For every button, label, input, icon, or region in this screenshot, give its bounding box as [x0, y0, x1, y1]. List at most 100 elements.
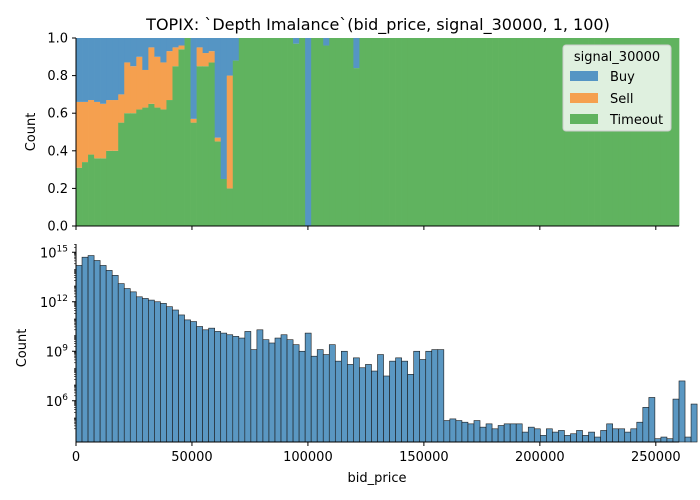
histogram-bar — [353, 357, 360, 443]
histogram-bar — [588, 431, 595, 443]
histogram-bar — [238, 337, 246, 443]
timeout-bar — [118, 122, 125, 226]
sell-bar — [160, 62, 167, 110]
buy-bar — [202, 38, 210, 54]
timeout-bar — [371, 38, 378, 226]
timeout-bar — [377, 38, 384, 226]
sell-bar — [94, 101, 101, 159]
timeout-bar — [317, 38, 324, 226]
timeout-bar — [455, 38, 463, 226]
timeout-bar — [636, 38, 644, 226]
timeout-bar — [630, 38, 638, 226]
timeout-bar — [395, 38, 402, 226]
timeout-bar — [425, 38, 433, 226]
buy-bar — [172, 38, 179, 48]
bottom-y-tick-label: 1012 — [40, 294, 68, 311]
timeout-bar — [534, 38, 541, 226]
histogram-bar — [678, 380, 686, 443]
histogram-bar — [558, 430, 565, 443]
top-y-tick-label: 0.8 — [47, 69, 68, 84]
timeout-bar — [88, 154, 95, 226]
sell-bar — [100, 103, 107, 159]
buy-bar — [232, 38, 240, 61]
timeout-bar — [232, 60, 240, 227]
histogram-bar — [280, 334, 288, 443]
buy-bar — [88, 38, 95, 101]
histogram-bar — [334, 360, 342, 443]
timeout-bar — [480, 38, 487, 226]
buy-bar — [226, 38, 234, 76]
top-y-tick-label: 1.0 — [47, 32, 68, 47]
sell-bar — [172, 47, 179, 67]
histogram-bar — [256, 329, 264, 443]
timeout-bar — [528, 38, 535, 226]
histogram-bar — [546, 428, 553, 443]
timeout-bar — [220, 179, 228, 226]
sell-bar — [112, 100, 119, 151]
buy-bar — [130, 38, 137, 67]
histogram-bar — [292, 344, 300, 443]
timeout-bar — [100, 158, 107, 226]
timeout-bar — [510, 38, 517, 226]
timeout-bar — [660, 38, 668, 226]
bottom-y-tick-label: 109 — [46, 343, 69, 360]
histogram-bars — [75, 255, 698, 443]
histogram-bar — [437, 349, 445, 443]
timeout-bar — [268, 38, 276, 226]
timeout-bar — [160, 109, 167, 226]
histogram-bar — [341, 350, 348, 443]
timeout-bar — [323, 45, 330, 226]
histogram-bar — [684, 436, 692, 443]
histogram-bar — [672, 398, 680, 443]
timeout-bar — [214, 141, 222, 226]
histogram-bar — [359, 367, 366, 443]
histogram-bar — [377, 354, 384, 443]
histogram-bar — [479, 426, 487, 443]
buy-bar — [142, 38, 149, 70]
histogram-bar — [576, 430, 583, 443]
bottom-y-tick-label: 1015 — [40, 244, 68, 261]
buy-bar — [214, 38, 222, 138]
timeout-bar — [540, 38, 547, 226]
timeout-bar — [142, 107, 149, 226]
histogram-bar — [509, 423, 517, 443]
buy-bar — [178, 38, 185, 46]
timeout-bar — [618, 38, 626, 226]
sell-bar — [202, 53, 210, 67]
histogram-bar — [533, 428, 541, 443]
timeout-bar — [449, 38, 457, 226]
timeout-bar — [148, 103, 155, 226]
histogram-bar — [166, 306, 173, 443]
timeout-bar — [341, 38, 348, 226]
timeout-bar — [570, 38, 577, 226]
histogram-bar — [521, 431, 529, 443]
legend-swatch-buy — [570, 71, 598, 81]
timeout-bar — [612, 38, 620, 226]
histogram-bar — [540, 435, 547, 443]
histogram-bar — [172, 309, 179, 443]
histogram-bar — [117, 283, 125, 443]
fill-chart-bars — [76, 38, 680, 227]
legend-label-timeout: Timeout — [609, 113, 663, 128]
histogram-bar — [214, 331, 222, 443]
buy-bar — [293, 38, 300, 44]
histogram-bar — [570, 433, 577, 443]
bottom-ylabel: Count — [15, 329, 30, 368]
timeout-bar — [226, 188, 234, 226]
timeout-bar — [413, 38, 421, 226]
histogram-bar — [365, 364, 372, 443]
histogram-bar — [389, 360, 396, 443]
histogram-bar — [129, 291, 137, 443]
histogram-bar — [443, 420, 451, 443]
timeout-bar — [82, 162, 89, 226]
top-y-tick-label: 0.6 — [47, 107, 68, 122]
timeout-bar — [293, 43, 300, 226]
timeout-bar — [546, 38, 553, 226]
histogram-bar — [455, 420, 463, 443]
legend-label-buy: Buy — [610, 70, 635, 85]
histogram-bar — [304, 332, 312, 443]
histogram-axes: 106 109 1012 1015 0 50000 100000 150000 200000 25… — [40, 244, 681, 465]
histogram-bar — [220, 332, 228, 443]
timeout-bar — [112, 150, 119, 226]
